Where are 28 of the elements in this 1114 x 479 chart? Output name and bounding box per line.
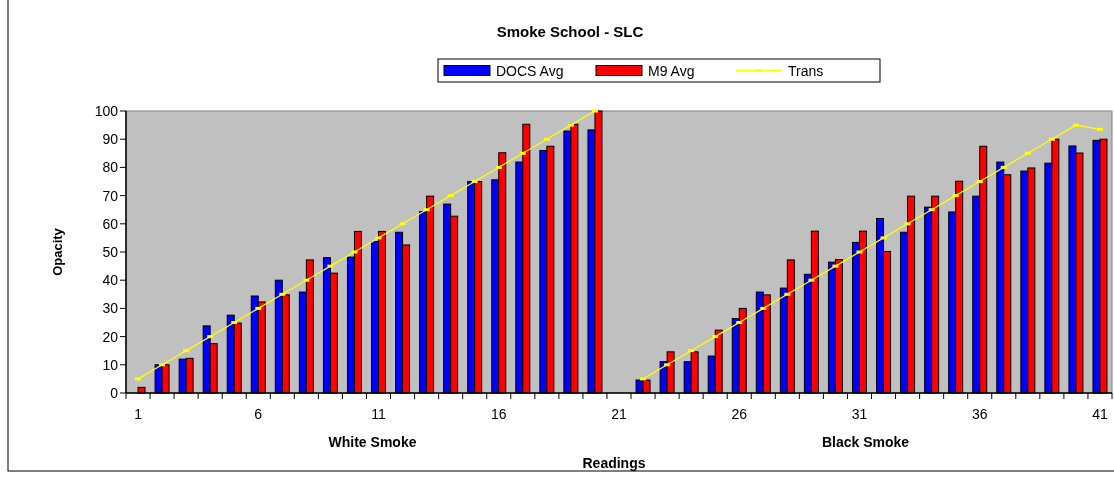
y-tick-label: 100: [94, 103, 119, 119]
x-tick-label: 16: [490, 406, 507, 422]
x-axis-title: Readings: [582, 455, 646, 471]
y-tick-label: 20: [102, 328, 119, 345]
legend-label: DOCS Avg: [496, 62, 564, 79]
y-tick-label: 70: [102, 187, 119, 204]
x-tick-label: 41: [1092, 406, 1108, 422]
x-tick-label: 31: [851, 406, 868, 422]
legend-label: M9 Avg: [648, 62, 695, 79]
x-tick-label: 21: [611, 406, 627, 422]
legend-label: Trans: [788, 62, 824, 79]
y-axis-title: Opacity: [50, 227, 65, 276]
text: White Smoke: [328, 434, 417, 450]
y-tick-label: 40: [102, 272, 119, 289]
y-tick-label: 0: [110, 385, 119, 401]
text: Black Smoke: [821, 434, 910, 450]
x-tick-label: 1: [134, 406, 143, 422]
chart-title: Smoke School - SLC: [496, 23, 644, 40]
y-tick-label: 90: [102, 131, 119, 148]
x-tick-label: 11: [371, 406, 386, 422]
x-tick-label: 6: [254, 406, 263, 422]
x-tick-label: 36: [971, 406, 988, 422]
y-tick-label: 80: [102, 159, 119, 176]
y-tick-label: 50: [102, 244, 119, 260]
y-tick-label: 30: [102, 300, 119, 317]
x-tick-label: 26: [731, 406, 748, 422]
y-tick-label: 60: [102, 215, 119, 232]
y-tick-label: 10: [102, 356, 119, 373]
